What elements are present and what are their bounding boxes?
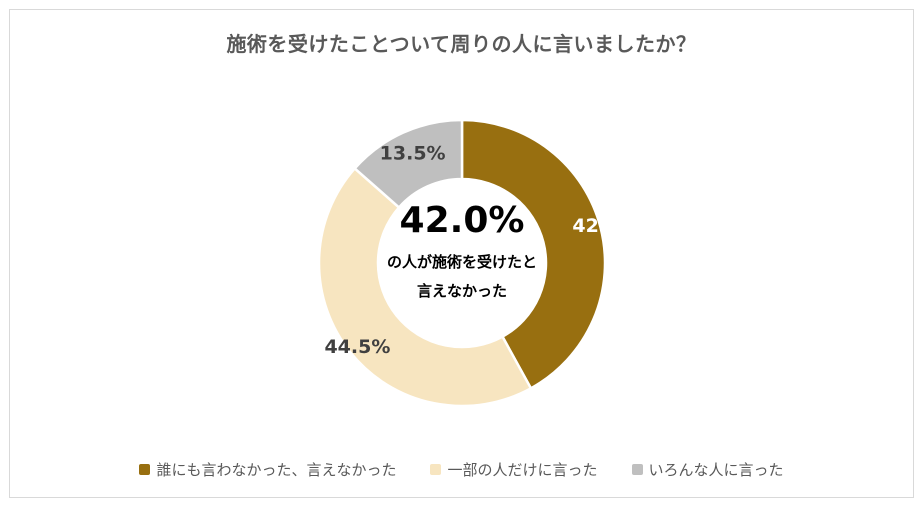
center-caption-line2: 言えなかった xyxy=(416,282,507,300)
center-caption-line1: の人が施術を受けたと xyxy=(386,253,537,271)
center-value: 42.0% xyxy=(399,200,525,241)
slice-value-label-many-told: 13.5% xyxy=(380,143,446,165)
slice-not-told xyxy=(460,118,607,391)
slice-some-told xyxy=(317,166,533,408)
chart-title: 施術を受けたことついて周りの人に言いましたか？ xyxy=(226,32,697,56)
slice-value-label-not-told: 42.0% xyxy=(572,215,638,237)
legend-swatch-many-told xyxy=(631,464,643,475)
slice-many-told xyxy=(352,118,464,210)
legend-label-some-told: 一部の人だけに言った xyxy=(447,461,598,479)
legend-label-not-told: 誰にも言わなかった、言えなかった xyxy=(156,461,397,479)
slice-value-label-some-told: 44.5% xyxy=(324,336,390,358)
legend-label-many-told: いろんな人に言った xyxy=(648,461,784,479)
legend-item-not-told: 誰にも言わなかった、言えなかった xyxy=(139,459,396,480)
chart-legend: 誰にも言わなかった、言えなかった 一部の人だけに言った いろんな人に言った xyxy=(0,459,923,480)
legend-item-some-told: 一部の人だけに言った xyxy=(430,459,598,480)
legend-item-many-told: いろんな人に言った xyxy=(631,459,784,480)
legend-swatch-some-told xyxy=(430,464,442,475)
chart-frame xyxy=(9,9,914,498)
legend-swatch-not-told xyxy=(139,464,151,475)
